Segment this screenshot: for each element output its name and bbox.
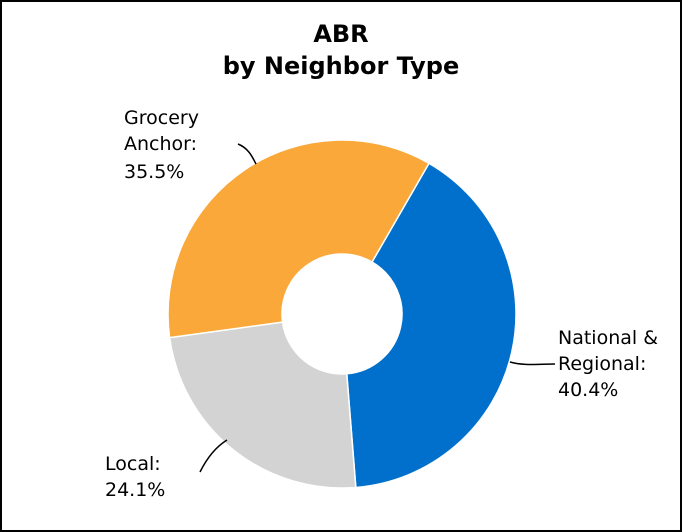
chart-title-line-2: by Neighbor Type: [223, 52, 460, 80]
leader-line-national-regional: [509, 361, 556, 366]
slice-label-national-regional-line-2: Regional:: [558, 353, 646, 375]
donut-slice-grocery-anchor: [167, 139, 431, 339]
slices-group: [167, 139, 517, 489]
slice-label-national-regional-line-1: National &: [558, 327, 658, 349]
donut-slice-national-regional: [345, 162, 517, 489]
slice-label-local-line-1: Local:: [105, 453, 161, 475]
leader-line-grocery-anchor: [237, 143, 257, 165]
slice-value-national-regional: 40.4%: [558, 379, 618, 401]
slice-label-grocery-anchor-line-2: Anchor:: [124, 133, 197, 155]
donut-slice-local: [168, 321, 357, 489]
slice-label-grocery-anchor-line-1: Grocery: [124, 107, 199, 129]
labels-group: National & Regional: 40.4% Local: 24.1% …: [105, 107, 658, 501]
leader-line-local: [199, 439, 228, 473]
slice-value-grocery-anchor: 35.5%: [124, 161, 184, 183]
chart-title-line-1: ABR: [313, 20, 368, 48]
slice-value-local: 24.1%: [105, 479, 165, 501]
